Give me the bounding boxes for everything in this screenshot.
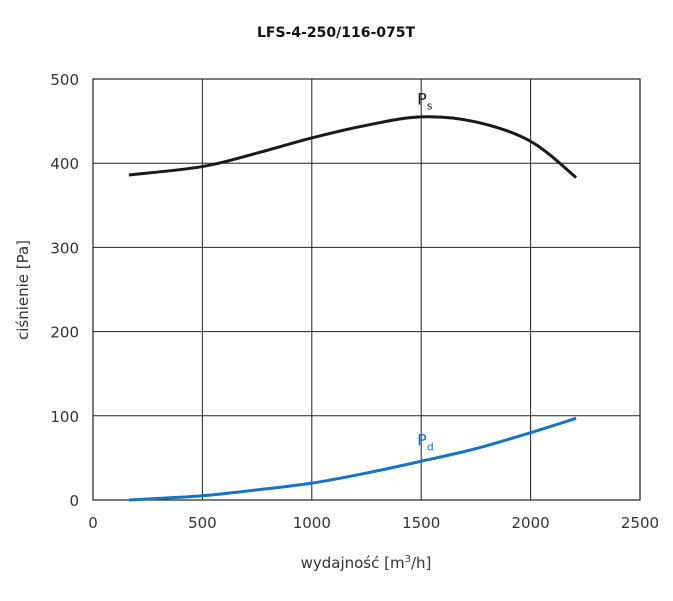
series-label-ps: Ps: [417, 89, 433, 112]
y-tick-label: 0: [69, 492, 79, 510]
y-tick-label: 300: [50, 239, 79, 257]
x-tick-label: 2500: [621, 514, 659, 532]
x-tick-label: 2000: [512, 514, 550, 532]
x-tick-label: 500: [188, 514, 217, 532]
x-tick-label: 1000: [293, 514, 331, 532]
y-axis-label: ciśnienie [Pa]: [14, 240, 32, 340]
chart-title: LFS-4-250/116-075T: [257, 25, 416, 41]
x-tick-label: 1500: [402, 514, 440, 532]
series-label-pd: Pd: [417, 430, 434, 453]
series-line-ps: [128, 115, 578, 179]
y-tick-label: 400: [50, 155, 79, 173]
plot-frame: [92, 78, 641, 501]
x-tick-label: 0: [88, 514, 98, 532]
y-tick-label: 100: [50, 408, 79, 426]
series-line-pd: [128, 416, 577, 502]
y-tick-label: 200: [50, 324, 79, 342]
y-tick-label: 500: [50, 71, 79, 89]
x-axis-label: wydajność [m3/h]: [301, 554, 432, 572]
